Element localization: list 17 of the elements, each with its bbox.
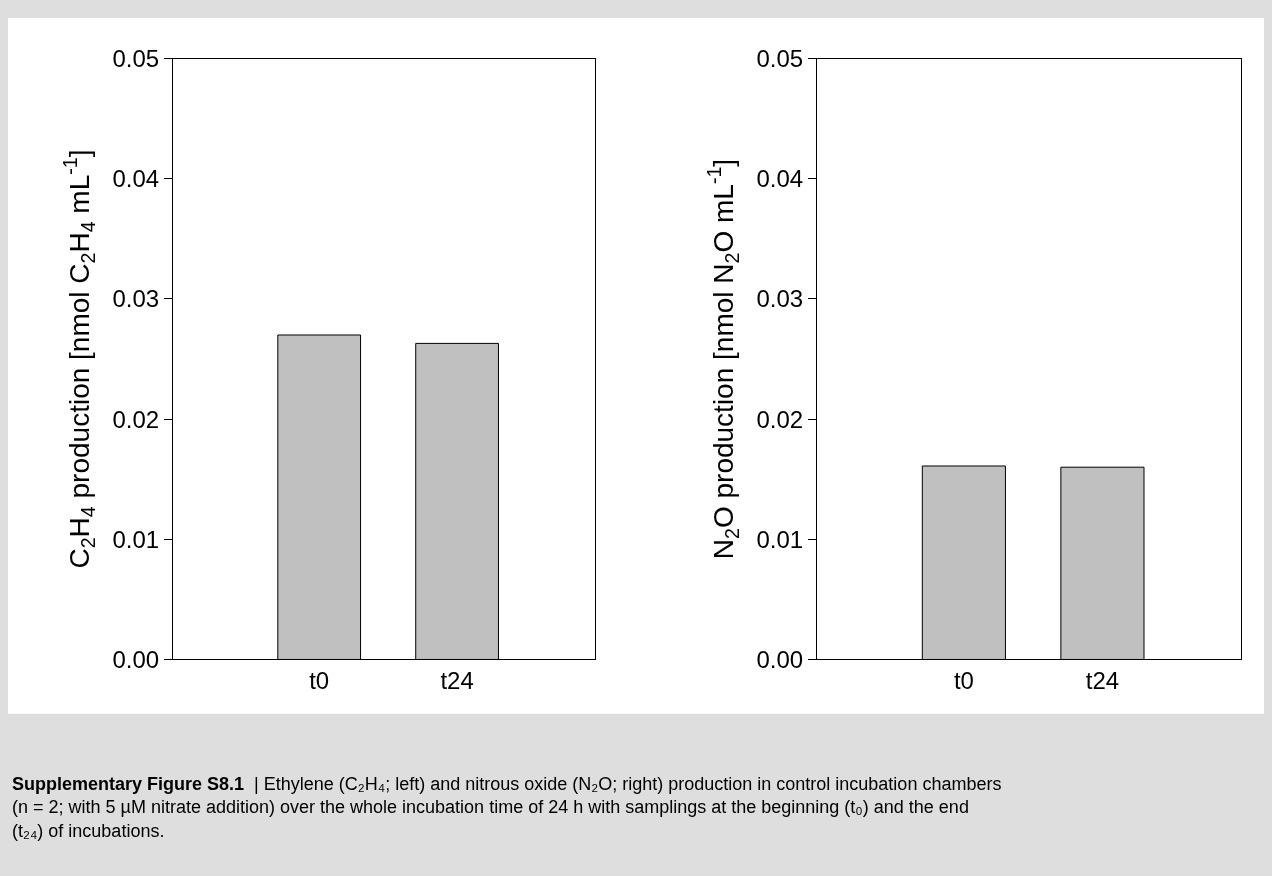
y-tick-label: 0.03 bbox=[756, 285, 804, 313]
y-tick-label: 0.03 bbox=[112, 285, 160, 313]
y-tick-label: 0.00 bbox=[756, 645, 804, 673]
x-tick-label: t24 bbox=[440, 667, 474, 695]
x-tick-label: t0 bbox=[953, 667, 974, 695]
y-tick-label: 0.04 bbox=[112, 165, 160, 193]
y-tick-label: 0.05 bbox=[756, 44, 804, 72]
y-tick-label: 0.01 bbox=[756, 525, 804, 553]
y-tick-label: 0.05 bbox=[112, 44, 160, 72]
y-tick-label: 0.04 bbox=[756, 165, 804, 193]
y-tick-label: 0.02 bbox=[112, 405, 160, 433]
x-tick-label: t0 bbox=[309, 667, 330, 695]
x-tick-label: t24 bbox=[1085, 667, 1120, 695]
text: Supplementary Figure S8.1 bbox=[12, 774, 245, 794]
y-tick-label: 0.01 bbox=[112, 525, 160, 553]
y-tick-label: 0.00 bbox=[112, 645, 160, 673]
y-tick-label: 0.02 bbox=[756, 405, 804, 433]
